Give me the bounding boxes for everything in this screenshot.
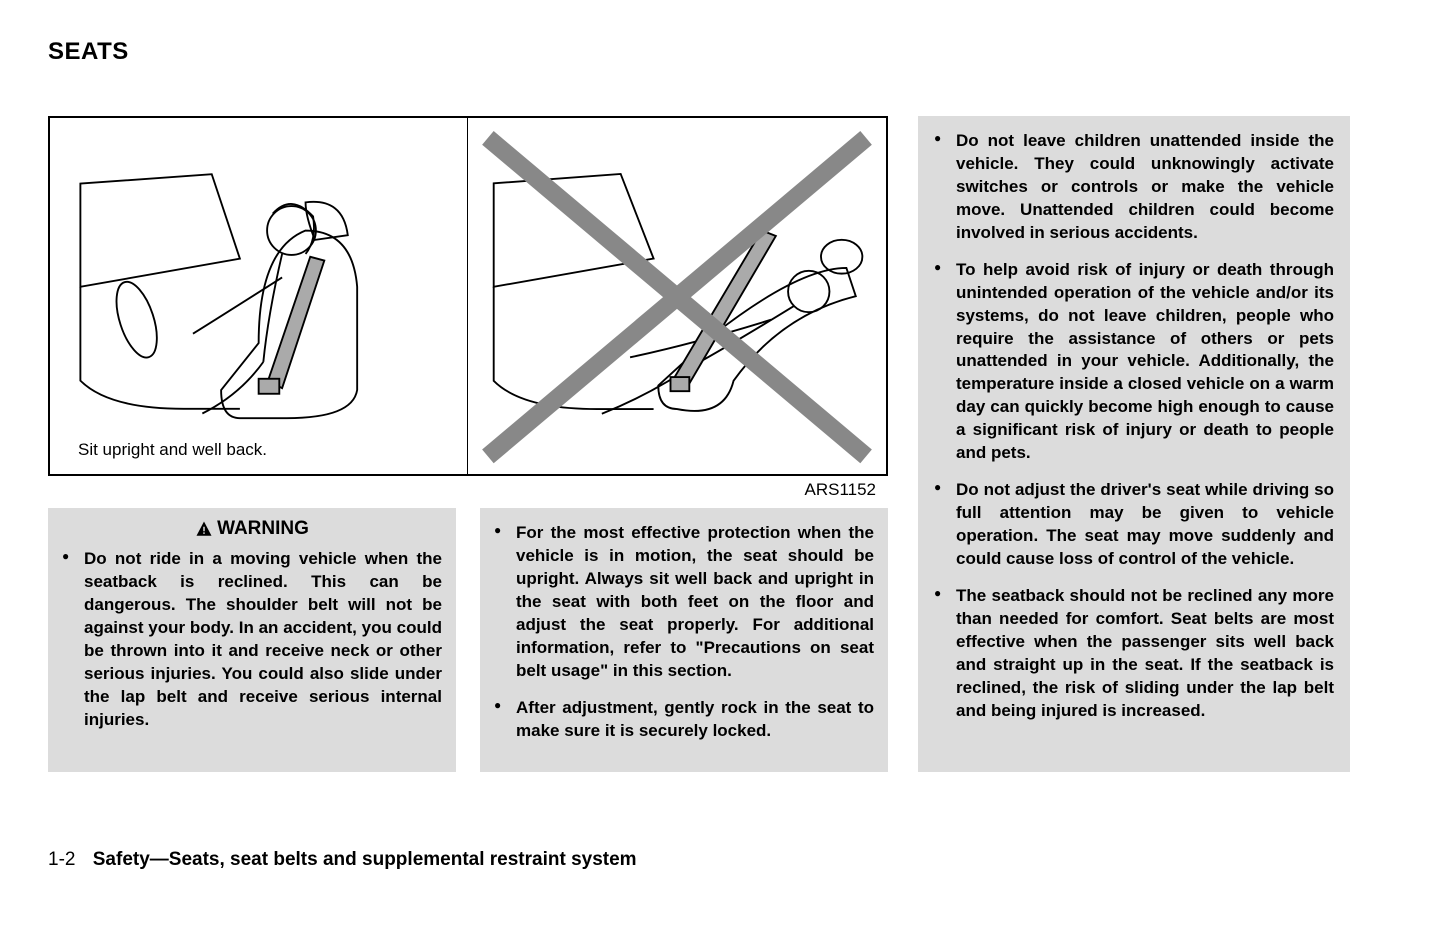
warning-item: The seatback should not be reclined any … [934,585,1334,723]
figure-box: Sit upright and well back. [48,116,888,476]
warning-list-3: Do not leave children unattended inside … [934,130,1334,723]
footer-text: Safety—Seats, seat belts and supplementa… [93,849,637,870]
figure-correct-posture: Sit upright and well back. [50,118,468,474]
figure-caption-left: Sit upright and well back. [78,440,267,460]
warning-header-text: WARNING [217,518,309,540]
warning-col-1: WARNING Do not ride in a moving vehicle … [48,508,456,772]
figure-code: ARS1152 [804,480,876,500]
warning-list-2: For the most effective protection when t… [494,522,874,742]
content-area: Sit upright and well back. [48,116,1397,772]
warning-col-3: Do not leave children unattended inside … [918,116,1350,772]
seat-upright-illustration [71,136,446,456]
warning-list-1: Do not ride in a moving vehicle when the… [62,548,442,732]
left-block: Sit upright and well back. [48,116,888,772]
warning-item: For the most effective protection when t… [494,522,874,683]
page-number: 1-2 [48,849,75,870]
incorrect-x-icon [468,118,886,476]
warning-row: WARNING Do not ride in a moving vehicle … [48,508,888,772]
warning-item: After adjustment, gently rock in the sea… [494,697,874,743]
warning-header: WARNING [62,518,442,540]
figure-incorrect-posture [468,118,886,474]
figure-wrap: Sit upright and well back. [48,116,888,476]
warning-item: To help avoid risk of injury or death th… [934,259,1334,465]
page-footer: 1-2 Safety—Seats, seat belts and supplem… [48,849,637,871]
section-title: SEATS [48,38,1397,66]
warning-item: Do not ride in a moving vehicle when the… [62,548,442,732]
warning-item: Do not leave children unattended inside … [934,130,1334,245]
warning-col-2: For the most effective protection when t… [480,508,888,772]
warning-item: Do not adjust the driver's seat while dr… [934,479,1334,571]
warning-triangle-icon [195,520,213,538]
